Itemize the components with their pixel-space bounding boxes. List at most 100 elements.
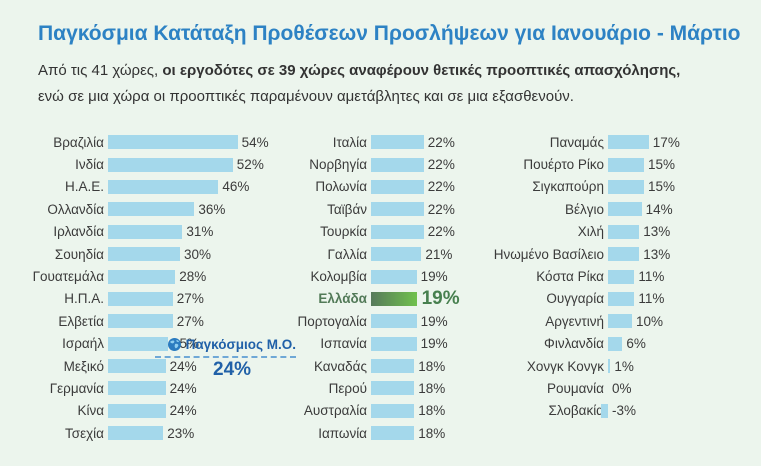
- bar-row: Πολωνία 22%: [288, 176, 460, 198]
- bar-zone: 22%: [371, 135, 455, 150]
- bar: [108, 269, 176, 284]
- country-label: Γερμανία: [49, 380, 104, 396]
- country-label: Περού: [328, 380, 367, 396]
- value-label: 18%: [418, 358, 446, 374]
- bar: [608, 247, 640, 262]
- value-label: 13%: [643, 246, 671, 262]
- country-label: Βραζιλία: [53, 134, 104, 150]
- country-label: Αυστραλία: [303, 403, 367, 419]
- value-label: 19%: [420, 313, 448, 329]
- bar: [371, 336, 417, 351]
- bar-row: Μεξικό 24%: [30, 355, 269, 377]
- country-label: Χιλή: [577, 224, 604, 240]
- value-label: 15%: [648, 179, 676, 195]
- value-label: 18%: [418, 425, 446, 441]
- bar-zone: 19%: [371, 288, 460, 310]
- value-label: 52%: [236, 157, 264, 173]
- country-label: Μεξικό: [63, 358, 104, 374]
- country-label: Ιρλανδία: [53, 224, 104, 240]
- value-label: 24%: [169, 403, 197, 419]
- bar: [608, 359, 611, 374]
- country-label: Ελβετία: [58, 313, 104, 329]
- value-label: 10%: [636, 313, 664, 329]
- subtitle-part2: ενώ σε μια χώρα οι προοπτικές παραμένουν…: [38, 88, 574, 105]
- country-label: Χονγκ Κονγκ: [526, 358, 604, 374]
- bar-row: Ιρλανδία 31%: [30, 221, 269, 243]
- bar: [371, 403, 415, 418]
- value-label: 28%: [179, 269, 207, 285]
- subtitle-part1: Από τις 41 χώρες,: [38, 62, 163, 79]
- bar-row: Τσεχία 23%: [30, 422, 269, 444]
- bar-row: Γαλλία 21%: [288, 243, 460, 265]
- bar-row: Η.Π.Α. 27%: [30, 288, 269, 310]
- bar-zone: 27%: [108, 314, 204, 329]
- bar-zone: 15%: [608, 179, 675, 194]
- country-label: Σιγκαπούρη: [532, 179, 604, 195]
- bar-zone: 10%: [608, 314, 663, 329]
- country-label: Πορτογαλία: [297, 313, 367, 329]
- country-label: Πολωνία: [315, 179, 367, 195]
- country-label: Σουηδία: [54, 246, 104, 262]
- value-label: 30%: [184, 246, 212, 262]
- country-label: Ισπανία: [320, 336, 367, 352]
- bar-zone: 19%: [371, 336, 448, 351]
- bar-zone: 6%: [608, 336, 646, 351]
- value-label: 24%: [169, 358, 197, 374]
- country-label: Ταϊβάν: [327, 201, 367, 217]
- country-label: Η.Α.Ε.: [64, 179, 104, 195]
- bar: [108, 359, 166, 374]
- bar: [108, 381, 166, 396]
- bar: [371, 314, 417, 329]
- bar-zone: 22%: [371, 202, 455, 217]
- global-average-label: Παγκόσμιος Μ.Ο.: [185, 337, 296, 352]
- bar: [608, 314, 632, 329]
- bar-row: Ηνωμένο Βασίλειο 13%: [488, 243, 680, 265]
- global-average-header: Παγκόσμιος Μ.Ο.: [155, 337, 296, 358]
- bar: [108, 224, 183, 239]
- country-label: Τουρκία: [320, 224, 367, 240]
- bar: [608, 269, 635, 284]
- bar-zone: 21%: [371, 247, 452, 262]
- bar-zone: 28%: [108, 269, 206, 284]
- value-label: 19%: [420, 336, 448, 352]
- bar: [371, 381, 415, 396]
- bar-column-2: Ιταλία 22% Νορβηγία 22% Πολωνία 22% Ταϊβάν 22% Τ…: [288, 131, 460, 444]
- bar: [371, 135, 424, 150]
- bar-zone: 22%: [371, 157, 455, 172]
- global-average-annotation: Παγκόσμιος Μ.Ο. 24%: [155, 337, 296, 381]
- value-label: 14%: [645, 201, 673, 217]
- bar-row: Κολομβία 19%: [288, 265, 460, 287]
- bar-zone: 15%: [608, 157, 675, 172]
- bar: [108, 157, 233, 172]
- bar-zone: 24%: [108, 359, 197, 374]
- country-label: Φινλανδία: [544, 336, 604, 352]
- value-label: 18%: [418, 380, 446, 396]
- value-label: 54%: [241, 134, 269, 150]
- value-label: 19%: [420, 269, 448, 285]
- bar-row: Ουγγαρία 11%: [488, 288, 680, 310]
- bar-row: Παναμάς 17%: [488, 131, 680, 153]
- bar-zone: 18%: [371, 381, 445, 396]
- country-label: Κόστα Ρίκα: [536, 269, 604, 285]
- bar: [371, 157, 424, 172]
- bar-row: Περού 18%: [288, 377, 460, 399]
- bar: [608, 179, 644, 194]
- country-label: Ιαπωνία: [318, 425, 367, 441]
- value-label: 0%: [612, 380, 632, 396]
- bar: [108, 179, 219, 194]
- bar-column-1: Βραζιλία 54% Ινδία 52% Η.Α.Ε. 46% Ολλανδία 36% Ι…: [30, 131, 269, 444]
- value-label: 22%: [427, 179, 455, 195]
- country-label: Γαλλία: [327, 246, 367, 262]
- bar: [371, 426, 415, 441]
- country-label: Βέλγιο: [564, 201, 604, 217]
- bar-zone: 11%: [608, 269, 664, 284]
- country-label: Ινδία: [75, 157, 104, 173]
- value-label: 15%: [648, 157, 676, 173]
- bar-zone: 23%: [108, 426, 194, 441]
- country-label: Ουγγαρία: [546, 291, 604, 307]
- bar-zone: 52%: [108, 157, 264, 172]
- bar-zone: 22%: [371, 179, 455, 194]
- value-label: 21%: [425, 246, 453, 262]
- bar-zone: 24%: [108, 403, 197, 418]
- bar-zone: 24%: [108, 381, 197, 396]
